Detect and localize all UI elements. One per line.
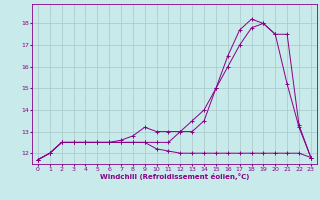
X-axis label: Windchill (Refroidissement éolien,°C): Windchill (Refroidissement éolien,°C) bbox=[100, 173, 249, 180]
